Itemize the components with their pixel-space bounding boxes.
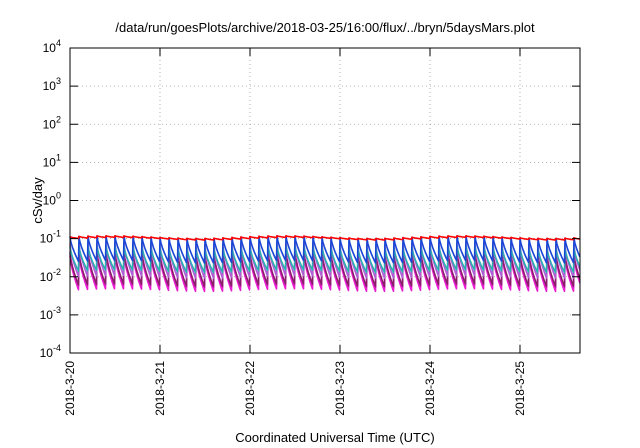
y-tick-label: 103 (43, 76, 61, 93)
y-tick-label: 10-3 (40, 305, 61, 322)
y-tick-label: 102 (43, 114, 61, 131)
x-tick-label: 2018-3-25 (513, 361, 527, 416)
x-tick-label: 2018-3-20 (63, 361, 77, 416)
x-tick-label: 2018-3-23 (333, 361, 347, 416)
ticks: 10-4 10-3 10-2 10-1 100 101 102 103 104 2018-3-20… (40, 38, 580, 416)
y-tick-label: 10-2 (40, 267, 61, 284)
series-line (69, 235, 581, 264)
y-axis-label: cSv/day (30, 177, 45, 224)
series-line (69, 251, 581, 288)
grid (70, 48, 580, 353)
series-line (69, 245, 581, 274)
y-tick-label: 10-1 (40, 229, 61, 246)
x-tick-label: 2018-3-22 (243, 361, 257, 416)
series-group (69, 235, 581, 293)
x-axis-label: Coordinated Universal Time (UTC) (235, 430, 434, 445)
x-tick-label: 2018-3-24 (423, 361, 437, 416)
y-tick-label: 101 (43, 152, 61, 169)
x-tick-label: 2018-3-21 (153, 361, 167, 416)
chart-title: /data/run/goesPlots/archive/2018-03-25/1… (115, 20, 535, 35)
series-line (69, 235, 581, 241)
y-tick-label: 104 (43, 38, 61, 55)
y-tick-label: 100 (43, 191, 61, 208)
y-tick-label: 10-4 (40, 343, 61, 360)
